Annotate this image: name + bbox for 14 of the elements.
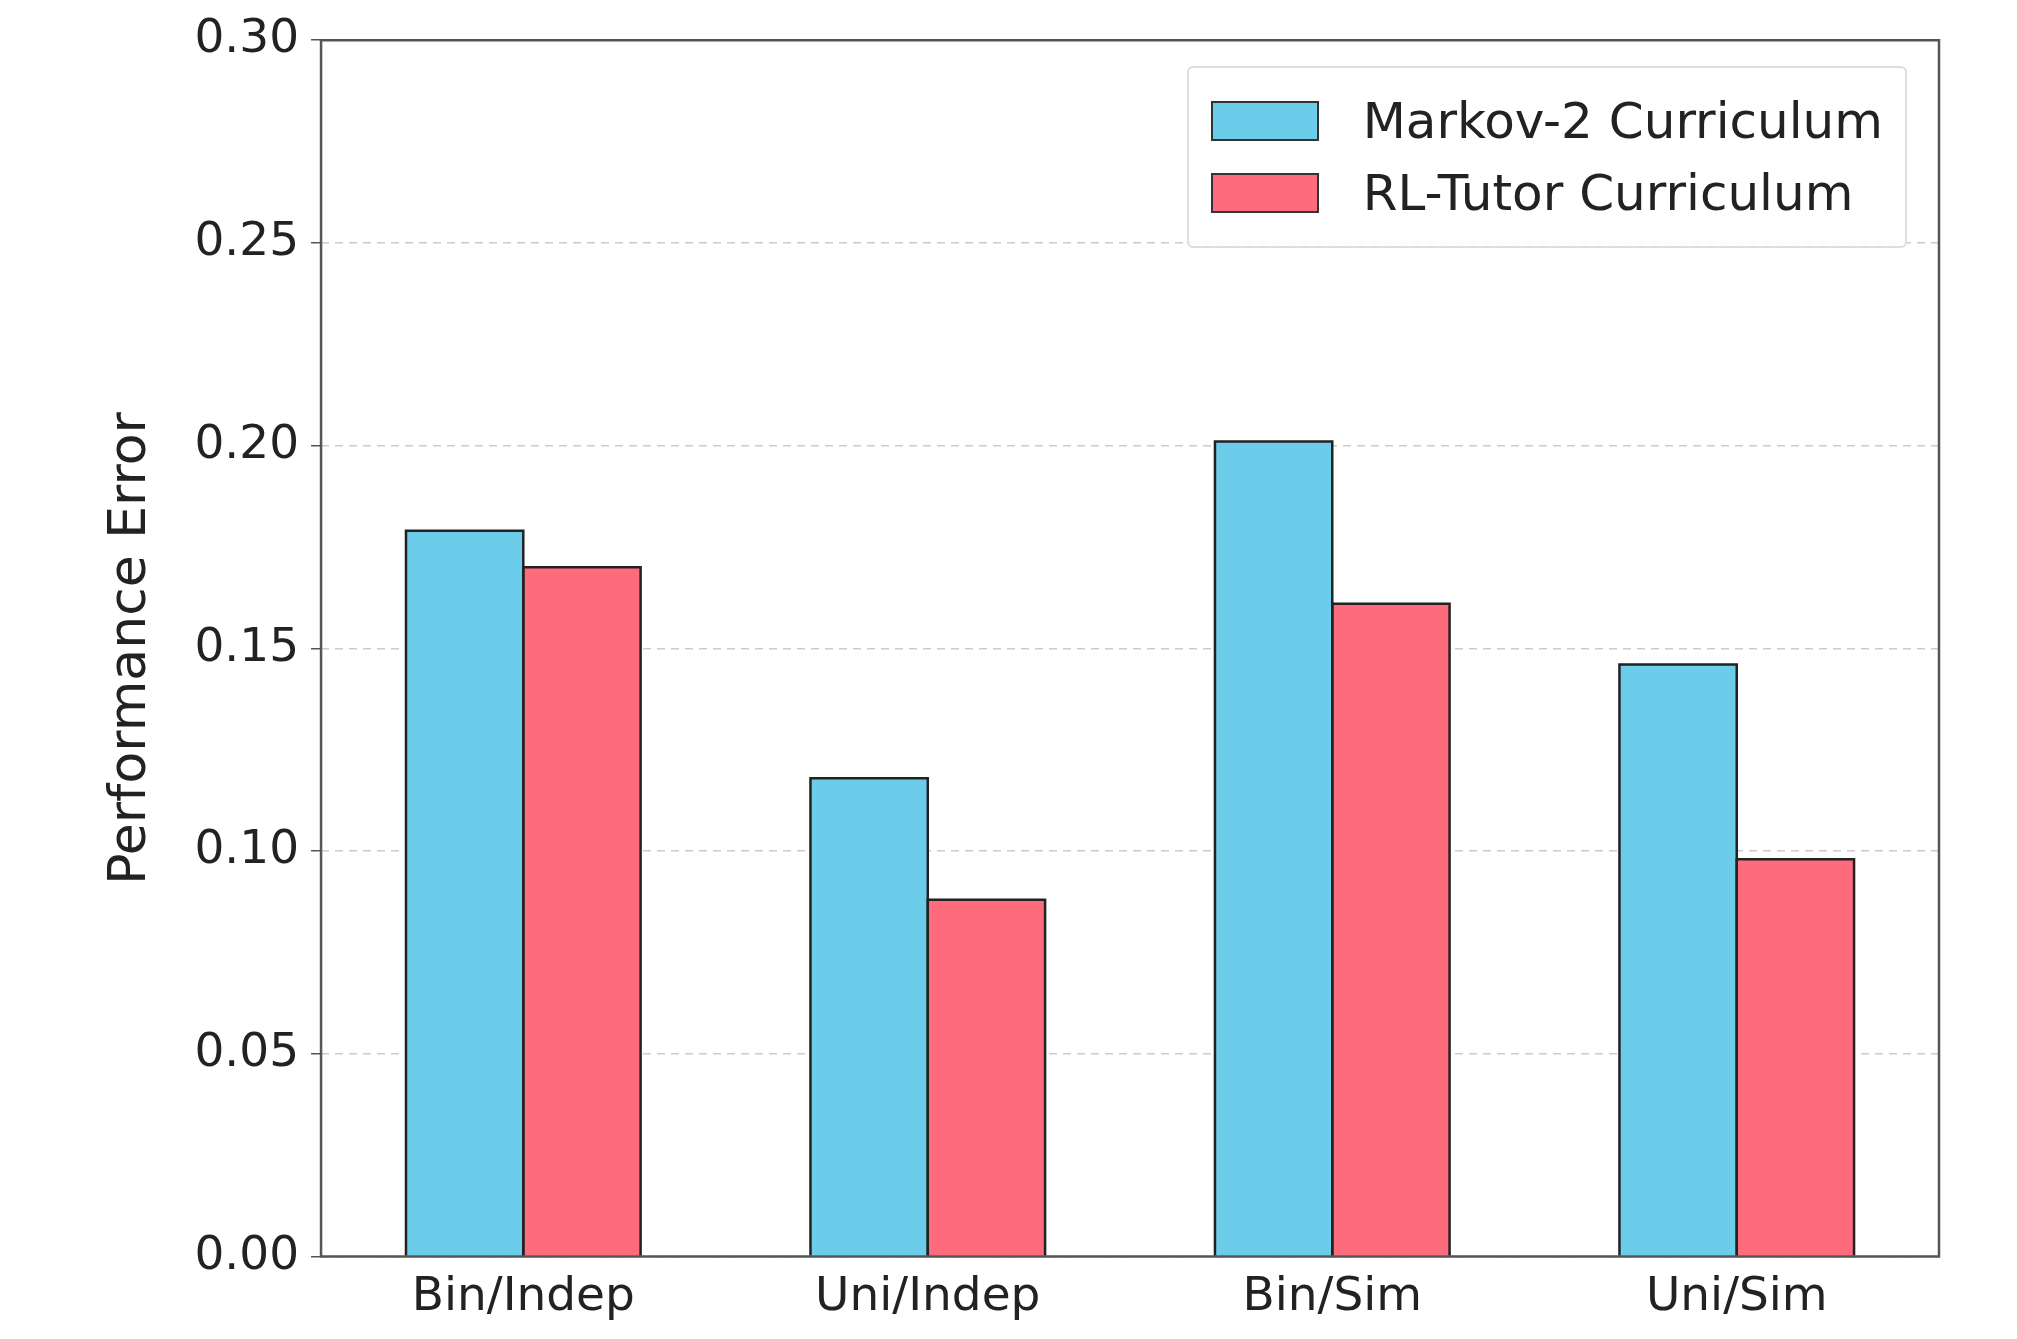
y-tick-label: 0.15 (194, 616, 300, 672)
legend-label: Markov-2 Curriculum (1362, 92, 1883, 150)
x-tick-label: Uni/Indep (815, 1266, 1041, 1321)
y-tick-label: 0.00 (194, 1224, 300, 1280)
x-tick-label: Uni/Sim (1645, 1266, 1828, 1321)
y-tick-label: 0.25 (194, 211, 300, 267)
y-tick-label: 0.10 (194, 819, 300, 875)
x-tick-label: Bin/Indep (411, 1266, 635, 1321)
y-tick-label: 0.20 (194, 413, 300, 469)
x-tick-label: Bin/Sim (1242, 1266, 1423, 1321)
y-axis-title: Performance Error (96, 411, 157, 885)
y-tick-label: 0.30 (194, 8, 300, 64)
y-tick-label: 0.05 (194, 1022, 300, 1078)
legend-label: RL-Tutor Curriculum (1362, 164, 1854, 222)
